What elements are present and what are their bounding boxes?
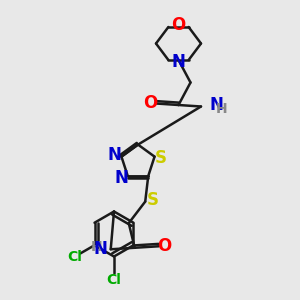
- Text: N: N: [114, 169, 128, 187]
- Text: O: O: [157, 237, 171, 255]
- Text: Cl: Cl: [67, 250, 82, 264]
- Text: N: N: [108, 146, 122, 164]
- Text: N: N: [172, 53, 185, 71]
- Text: O: O: [171, 16, 186, 34]
- Text: H: H: [216, 102, 228, 116]
- Text: H: H: [91, 240, 102, 254]
- Text: Cl: Cl: [106, 273, 122, 286]
- Text: S: S: [147, 191, 159, 209]
- Text: O: O: [143, 94, 158, 112]
- Text: N: N: [93, 240, 107, 258]
- Text: S: S: [155, 149, 167, 167]
- Text: N: N: [209, 96, 223, 114]
